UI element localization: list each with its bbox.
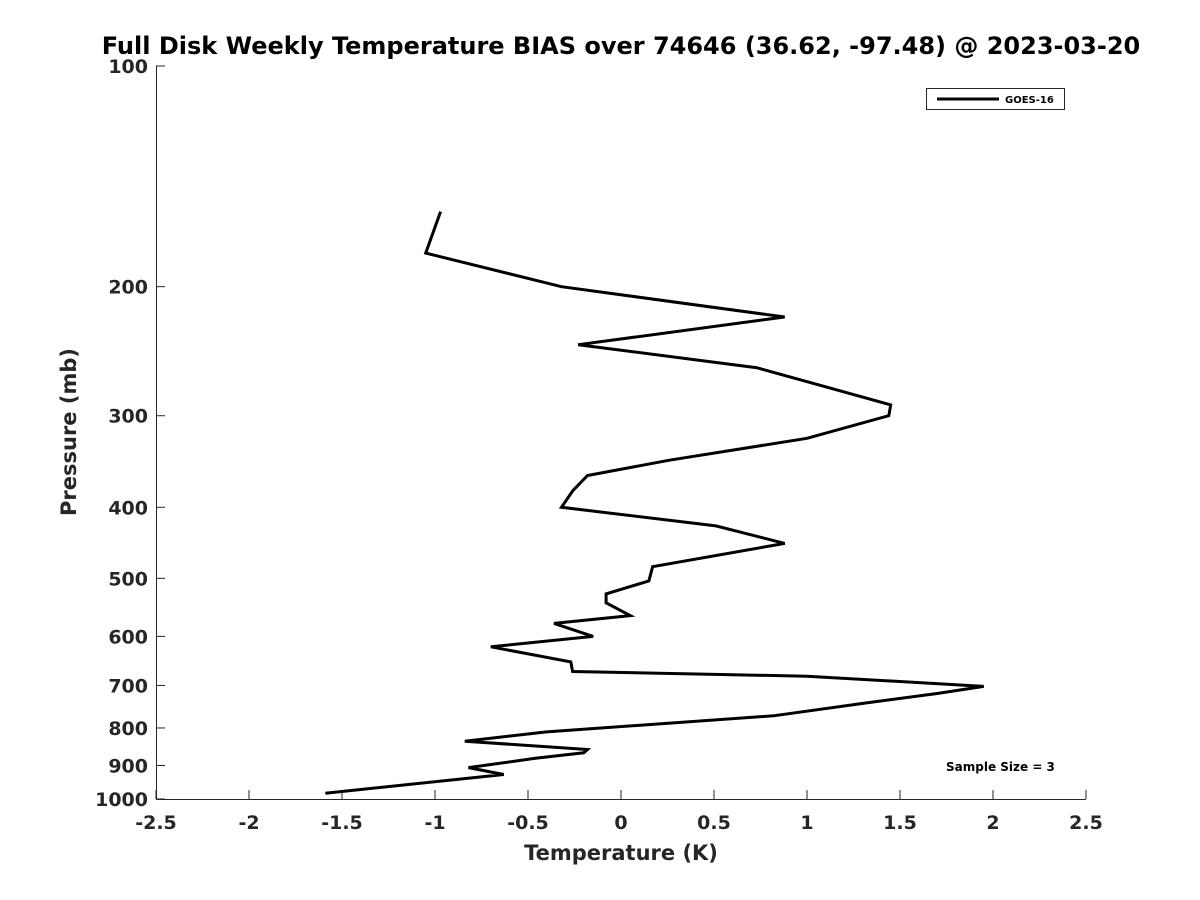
y-tick-label: 300 bbox=[108, 406, 148, 428]
y-tick-label: 600 bbox=[108, 626, 148, 648]
y-tick-label: 500 bbox=[108, 568, 148, 590]
x-tick-label: 1.5 bbox=[883, 812, 917, 834]
x-tick-label: -0.5 bbox=[507, 812, 549, 834]
x-tick-label: 2.5 bbox=[1069, 812, 1103, 834]
y-tick-label: 100 bbox=[108, 56, 148, 78]
x-axis-label: Temperature (K) bbox=[524, 841, 718, 865]
x-tick-label: 2 bbox=[986, 812, 999, 834]
y-axis-label: Pressure (mb) bbox=[57, 348, 81, 516]
x-ticks: -2.5 -2 -1.5 -1 -0.5 0 0.5 1 1.5 2 2.5 bbox=[135, 790, 1103, 834]
x-tick-label: -2 bbox=[238, 812, 259, 834]
chart-title: Full Disk Weekly Temperature BIAS over 7… bbox=[102, 32, 1141, 60]
y-tick-label: 700 bbox=[108, 675, 148, 697]
y-tick-label: 900 bbox=[108, 755, 148, 777]
series-layer bbox=[325, 211, 984, 795]
x-tick-label: -1 bbox=[424, 812, 445, 834]
legend: GOES-16 bbox=[926, 88, 1065, 110]
y-tick-label: 200 bbox=[108, 277, 148, 299]
y-tick-label: 400 bbox=[108, 497, 148, 519]
y-ticks: 100 200 300 400 500 600 700 800 900 1000 bbox=[95, 56, 165, 811]
x-tick-label: -1.5 bbox=[321, 812, 363, 834]
plot-area bbox=[156, 66, 1086, 799]
sample-size-annotation: Sample Size = 3 bbox=[946, 760, 1055, 774]
series-line-goes-16 bbox=[325, 211, 984, 795]
y-tick-label: 800 bbox=[108, 718, 148, 740]
y-tick-label: 1000 bbox=[95, 789, 148, 811]
x-tick-label: 0.5 bbox=[697, 812, 731, 834]
x-tick-label: 0 bbox=[614, 812, 627, 834]
x-tick-label: -2.5 bbox=[135, 812, 177, 834]
x-tick-label: 1 bbox=[800, 812, 813, 834]
legend-label-goes-16: GOES-16 bbox=[1005, 95, 1054, 106]
